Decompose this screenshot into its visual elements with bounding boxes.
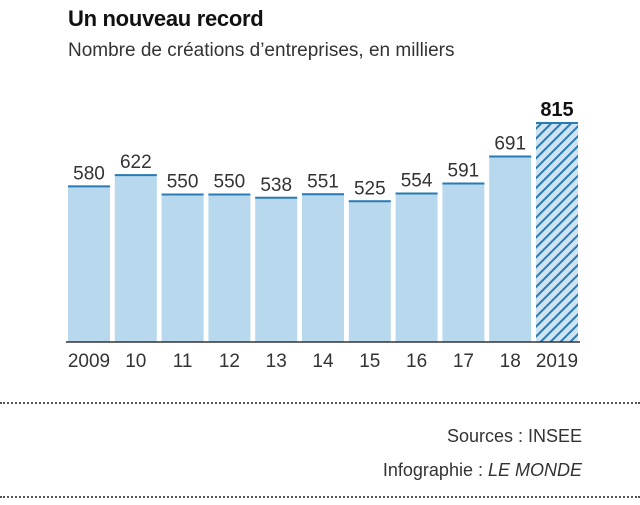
bar-11 [161, 193, 204, 342]
category-label-17: 17 [453, 351, 474, 372]
bar-2009 [68, 185, 110, 342]
chart-subtitle: Nombre de créations d’entreprises, en mi… [68, 40, 455, 61]
infographie-credit: Infographie : LE MONDE [383, 460, 582, 481]
bar-10 [114, 174, 157, 342]
value-label-2019: 815 [540, 99, 573, 121]
bar-17 [442, 182, 485, 342]
bar-14 [302, 193, 344, 342]
bar-chart: 580 622 550 550 538 551 525 554 591 691 815 2009 10… [66, 99, 580, 372]
category-label-2009: 2009 [68, 351, 110, 372]
value-label-12: 550 [214, 172, 246, 193]
category-label-11: 11 [173, 351, 193, 372]
category-label-18: 18 [500, 351, 521, 372]
bar-12 [208, 193, 251, 342]
bar-18 [489, 155, 532, 342]
infographie-prefix: Infographie : [382, 460, 488, 480]
bar-2019 [536, 122, 578, 342]
value-label-15: 525 [354, 178, 386, 199]
category-label-13: 13 [266, 351, 287, 372]
publisher-name: LE MONDE [487, 460, 582, 480]
chart-title: Un nouveau record [68, 6, 264, 31]
bar-13 [255, 196, 298, 342]
value-label-13: 538 [260, 175, 292, 196]
category-label-15: 15 [359, 351, 380, 372]
value-label-18: 691 [494, 133, 526, 154]
category-label-10: 10 [125, 351, 146, 372]
value-label-14: 551 [307, 171, 339, 192]
value-label-16: 554 [401, 170, 433, 191]
category-label-14: 14 [312, 351, 334, 372]
bar-15 [348, 200, 391, 342]
value-labels-layer: 580 622 550 550 538 551 525 554 591 691 815 [73, 99, 574, 199]
value-label-17: 591 [448, 160, 480, 181]
bottom-dotted-divider [0, 496, 640, 498]
value-label-2009: 580 [73, 163, 105, 184]
value-label-10: 622 [120, 152, 152, 173]
category-label-16: 16 [406, 351, 427, 372]
sources-credit: Sources : INSEE [446, 426, 582, 446]
category-labels-layer: 2009 10 11 12 13 14 15 16 17 18 2019 [68, 351, 578, 372]
bars-layer [68, 122, 578, 342]
category-label-12: 12 [219, 351, 240, 372]
value-label-11: 550 [167, 172, 199, 193]
category-label-2019: 2019 [536, 351, 578, 372]
bar-16 [395, 192, 438, 342]
top-dotted-divider [0, 402, 640, 404]
